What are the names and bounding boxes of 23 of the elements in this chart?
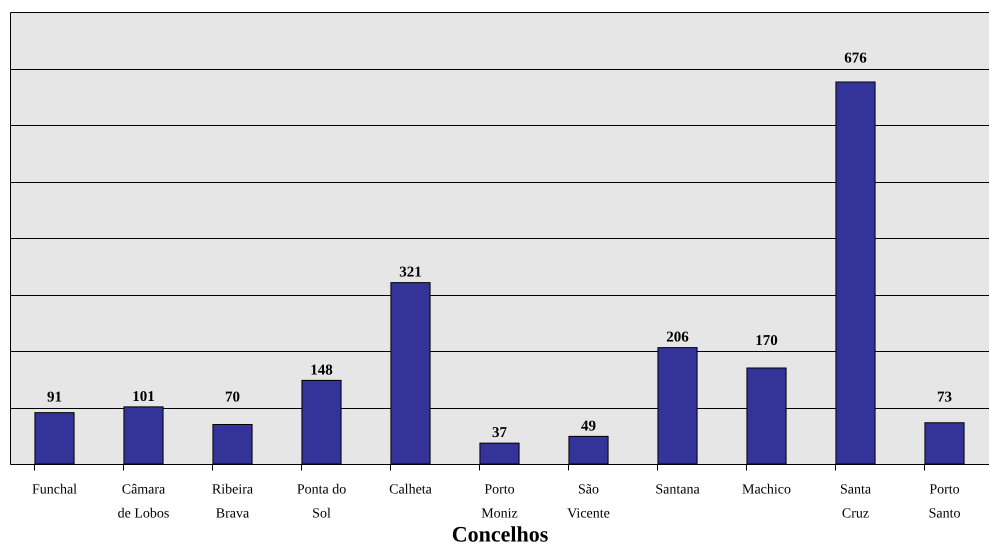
x-tick-label: Ribeira Brava — [212, 482, 254, 522]
x-tick-label: São Vicente — [567, 482, 610, 522]
x-tick-label: Ponta do Sol — [296, 482, 346, 522]
x-tick-label: Santana — [655, 482, 700, 498]
x-tick-label: Câmara de Lobos — [118, 482, 170, 522]
data-label: 73 — [937, 390, 952, 406]
data-label: 101 — [132, 388, 155, 405]
data-label: 676 — [844, 50, 868, 66]
x-tick-label: Porto Moniz — [481, 482, 518, 522]
data-label: 37 — [492, 425, 508, 442]
data-label: 49 — [581, 418, 596, 434]
data-label: 148 — [310, 362, 333, 378]
x-tick-label: Machico — [742, 482, 791, 498]
data-label: 70 — [225, 390, 240, 406]
x-tick-label: Porto Santo — [928, 482, 960, 522]
x-tick-label: Calheta — [389, 482, 433, 498]
data-label: 170 — [755, 333, 778, 349]
x-axis-title: Concelhos — [452, 522, 549, 546]
data-label: 91 — [47, 390, 62, 406]
data-label: 206 — [666, 330, 690, 346]
x-tick-label: Funchal — [32, 482, 78, 498]
data-label: 321 — [399, 264, 422, 281]
x-tick-label: Santa Cruz — [840, 482, 872, 522]
